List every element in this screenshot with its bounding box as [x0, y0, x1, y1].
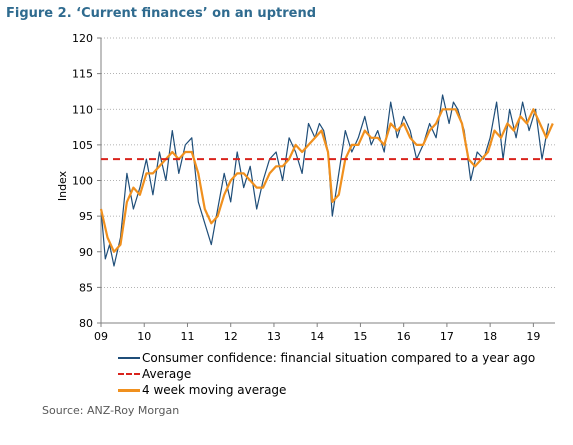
x-tick-label-12: 12	[224, 330, 238, 343]
axes	[100, 38, 555, 324]
y-tick-label-110: 110	[72, 103, 93, 116]
x-tick-label-16: 16	[397, 330, 411, 343]
legend-label-moving-average: 4 week moving average	[142, 383, 287, 397]
legend-label-confidence: Consumer confidence: financial situation…	[142, 351, 536, 365]
y-tick-labels: 80 85 90 95 100 105 110 115 120	[72, 32, 101, 330]
legend-swatch-moving-average	[118, 388, 140, 392]
x-tick-label-17: 17	[440, 330, 454, 343]
y-tick-label-105: 105	[72, 139, 93, 152]
series-line-confidence	[100, 94, 550, 267]
x-tick-label-15: 15	[353, 330, 367, 343]
y-tick-label-120: 120	[72, 32, 93, 45]
y-tick-label-115: 115	[72, 68, 93, 81]
x-tick-label-13: 13	[267, 330, 281, 343]
y-tick-label-85: 85	[79, 281, 93, 294]
grid-lines	[101, 37, 555, 288]
x-tick-label-14: 14	[310, 330, 324, 343]
y-tick-label-95: 95	[79, 210, 93, 223]
y-tick-label-100: 100	[72, 175, 93, 188]
y-axis-label: Index	[56, 170, 69, 201]
x-tick-label-19: 19	[526, 330, 540, 343]
x-tick-label-11: 11	[180, 330, 194, 343]
legend-swatch-confidence	[118, 357, 140, 359]
legend: Consumer confidence: financial situation…	[118, 350, 535, 398]
y-tick-label-90: 90	[79, 246, 93, 259]
x-tick-label-18: 18	[483, 330, 497, 343]
x-tick-label-09: 09	[94, 330, 108, 343]
figure-title: Figure 2. ‘Current finances’ on an uptre…	[6, 6, 317, 21]
legend-swatch-average	[118, 373, 140, 375]
legend-item-average: Average	[118, 366, 535, 382]
series-line-moving-average	[99, 108, 554, 253]
legend-item-confidence: Consumer confidence: financial situation…	[118, 350, 535, 366]
legend-label-average: Average	[142, 367, 192, 381]
series-group	[99, 94, 555, 267]
legend-item-moving-average: 4 week moving average	[118, 382, 535, 398]
y-tick-label-80: 80	[79, 317, 93, 330]
x-tick-labels: 09 10 11 12 13 14 15 16 17 18 19	[94, 323, 540, 343]
x-tick-label-10: 10	[137, 330, 151, 343]
source-note: Source: ANZ-Roy Morgan	[42, 404, 180, 417]
